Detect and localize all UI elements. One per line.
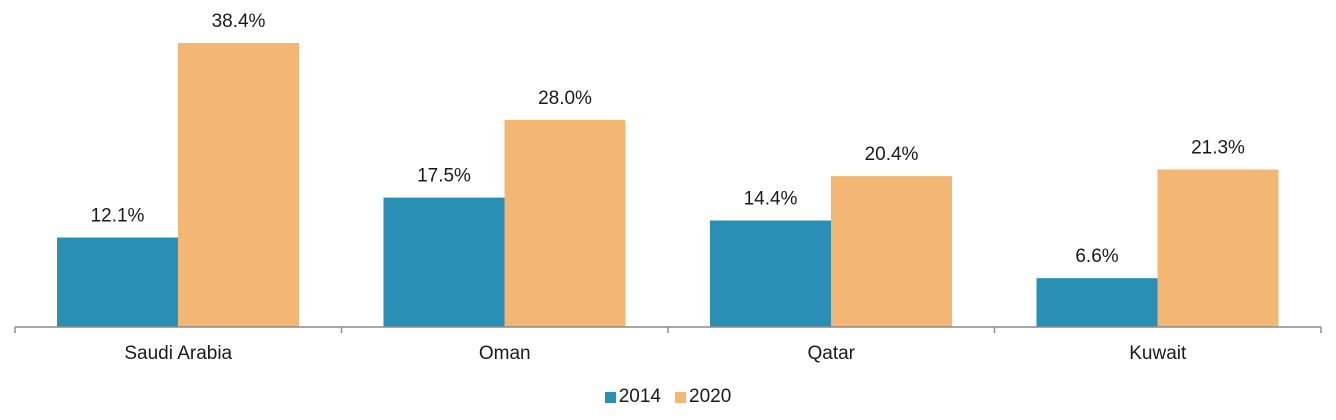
bar-kuwait-2014	[1036, 278, 1158, 327]
bar-qatar-2020	[831, 176, 952, 327]
bar-qatar-2014	[710, 220, 831, 327]
data-label-kuwait-2014: 6.6%	[1075, 246, 1118, 267]
legend-label-2020: 2020	[689, 386, 732, 407]
bar-saudi-arabia-2014	[57, 237, 178, 327]
legend-item-2020: 2020	[675, 386, 731, 408]
x-tick-label-saudi-arabia: Saudi Arabia	[124, 343, 232, 364]
data-label-oman-2020: 28.0%	[538, 88, 592, 109]
data-label-saudi-arabia-2014: 12.1%	[91, 206, 145, 227]
data-label-kuwait-2020: 21.3%	[1191, 137, 1245, 158]
data-label-oman-2014: 17.5%	[417, 166, 471, 187]
legend-item-2014: 2014	[604, 386, 661, 408]
legend-swatch-2020	[675, 391, 686, 403]
bar-oman-2014	[383, 197, 505, 327]
bar-oman-2020	[504, 119, 626, 327]
legend: 2014 2020	[0, 386, 1336, 408]
x-tick-label-oman: Oman	[479, 343, 531, 364]
data-label-qatar-2014: 14.4%	[744, 189, 798, 210]
legend-swatch-2014	[604, 391, 616, 403]
legend-label-2014: 2014	[618, 386, 661, 407]
bar-kuwait-2020	[1157, 169, 1279, 327]
x-tick-label-kuwait: Kuwait	[1129, 343, 1187, 364]
data-label-saudi-arabia-2020: 38.4%	[212, 11, 266, 32]
data-label-qatar-2020: 20.4%	[865, 144, 919, 165]
bar-saudi-arabia-2020	[178, 43, 299, 327]
x-tick-label-qatar: Qatar	[807, 343, 855, 364]
